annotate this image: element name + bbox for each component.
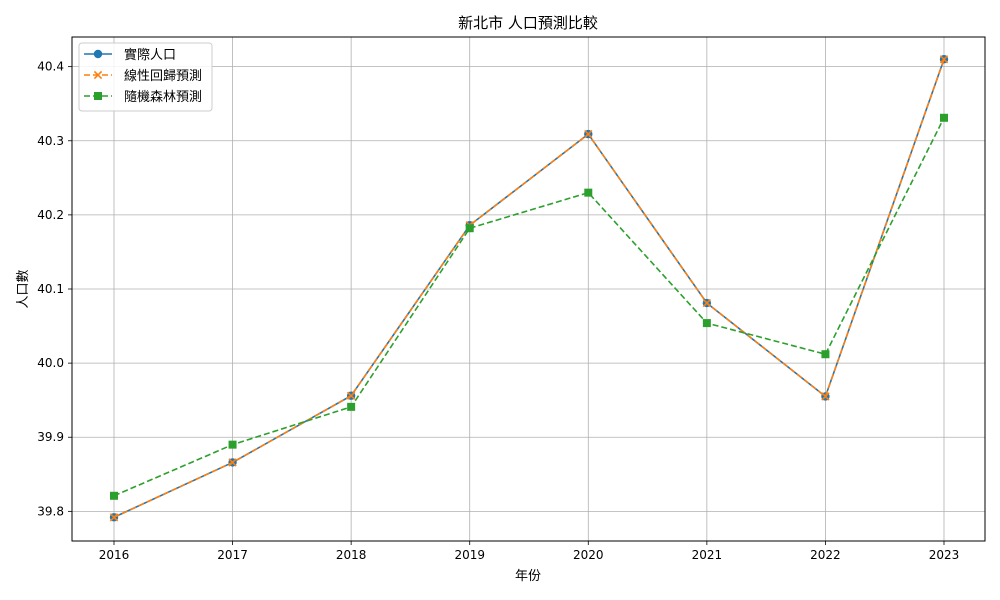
x-tick-label: 2022 [810,548,841,562]
legend-label: 線性回歸預測 [124,68,202,84]
y-tick-label: 40.4 [37,60,64,74]
data-point [346,391,356,400]
data-point [939,55,949,64]
data-point [110,491,118,500]
data-point [228,458,237,467]
x-tick-label: 2020 [573,548,604,562]
x-tick-label: 2023 [929,548,960,562]
data-point [702,298,712,308]
series-square [110,113,948,500]
x-tick-label: 2019 [454,548,485,562]
y-tick-label: 40.0 [37,356,64,370]
data-point [821,350,830,359]
data-point [702,319,711,328]
data-point [584,129,593,139]
x-tick-label: 2017 [217,548,248,562]
x-axis-title: 年份 [515,569,541,584]
data-point [465,224,474,233]
x-tick-label: 2018 [336,548,367,562]
legend-box [78,42,213,112]
y-tick-label: 40.2 [37,208,64,222]
legend-marker [93,49,103,59]
series-line [113,117,945,497]
data-point [821,392,830,401]
data-point [109,513,119,522]
series-line [113,58,945,519]
x-tick-label: 2016 [99,548,130,562]
chart-title: 新北市 人口預測比較 [458,14,598,32]
tick-layer: 2016 2017 2018 2019 2020 2021 2022 2023 39.8 39.9… [37,60,959,562]
y-tick-label: 40.1 [37,282,64,296]
y-axis-title: 人口數 [16,269,31,308]
data-point [584,188,593,197]
legend-label: 隨機森林預測 [124,90,202,105]
data-point [347,402,356,411]
y-tick-label: 40.3 [37,134,64,148]
data-point [228,440,237,449]
x-tick-label: 2021 [692,548,723,562]
legend-marker [93,70,103,80]
legend-label: 實際人口 [124,47,176,63]
y-tick-label: 39.9 [37,430,64,444]
series-layer [109,55,949,522]
y-tick-label: 39.8 [37,504,64,518]
legend-marker [94,92,102,100]
data-point [940,113,948,122]
